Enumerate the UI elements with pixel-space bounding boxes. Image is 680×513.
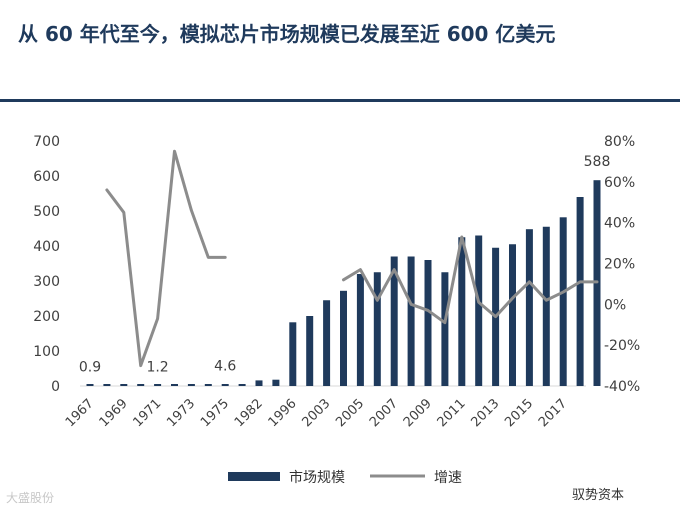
bar xyxy=(559,217,567,386)
growth-line xyxy=(342,235,599,325)
right-tick-label: 80% xyxy=(604,134,635,150)
bar xyxy=(390,256,398,386)
right-tick-label: -40% xyxy=(604,379,640,395)
data-label: 588 xyxy=(584,154,611,170)
right-axis: -40% -20% 0% 20% 40% 60% 80% xyxy=(604,134,640,395)
x-tick-label: 1982 xyxy=(232,396,266,430)
legend-bar-label: 市场规模 xyxy=(289,469,345,486)
left-tick-label: 300 xyxy=(33,274,60,290)
bar-series xyxy=(86,180,601,386)
bar xyxy=(475,235,483,386)
bar xyxy=(373,272,381,386)
bar xyxy=(120,384,128,386)
data-label: 4.6 xyxy=(214,358,236,374)
x-tick-label: 2015 xyxy=(502,396,536,430)
bar xyxy=(306,316,314,386)
growth-line xyxy=(105,149,227,368)
data-labels: 0.9 1.2 4.6 588 xyxy=(79,154,611,375)
line-series xyxy=(105,149,599,368)
watermark-right: 驭势资本 xyxy=(572,488,625,503)
left-tick-label: 400 xyxy=(33,239,60,255)
x-tick-label: 2011 xyxy=(435,396,469,430)
x-tick-label: 1975 xyxy=(198,396,232,430)
bar xyxy=(525,229,533,386)
x-tick-label: 1996 xyxy=(266,396,300,430)
bar xyxy=(356,274,364,386)
left-tick-label: 600 xyxy=(33,169,60,185)
x-tick-label: 2009 xyxy=(401,396,435,430)
legend-bar-swatch xyxy=(228,472,280,481)
right-tick-label: -20% xyxy=(604,338,640,354)
bar xyxy=(238,384,246,386)
data-label: 0.9 xyxy=(79,360,101,376)
bar xyxy=(187,384,195,386)
x-tick-label: 2017 xyxy=(536,396,570,430)
x-axis: 1967 1969 1971 1973 1975 1982 1996 2003 2005 2007… xyxy=(63,396,570,430)
left-axis: 0 100 200 300 400 500 600 700 xyxy=(33,134,60,395)
bar xyxy=(407,256,415,386)
bar xyxy=(340,290,347,386)
left-tick-label: 500 xyxy=(33,204,60,220)
bar xyxy=(441,272,449,386)
right-tick-label: 40% xyxy=(604,216,635,232)
bar xyxy=(137,384,145,386)
bar xyxy=(458,237,466,386)
x-tick-label: 2007 xyxy=(367,396,401,430)
bar xyxy=(509,244,516,386)
bar xyxy=(424,260,432,386)
bar xyxy=(289,322,297,386)
bar xyxy=(204,384,212,386)
bar xyxy=(255,380,263,386)
bar xyxy=(154,384,162,386)
data-label: 1.2 xyxy=(146,360,168,376)
bar xyxy=(272,379,280,386)
x-tick-label: 2003 xyxy=(299,396,333,430)
right-tick-label: 20% xyxy=(604,257,635,273)
bar xyxy=(103,384,111,386)
right-tick-label: 60% xyxy=(604,175,635,191)
left-tick-label: 0 xyxy=(51,379,60,395)
bar xyxy=(171,384,178,386)
x-tick-label: 1969 xyxy=(97,396,131,430)
watermark-left: 大盛股份 xyxy=(6,491,55,505)
right-tick-label: 0% xyxy=(604,297,626,313)
left-tick-label: 200 xyxy=(33,309,60,325)
title-divider xyxy=(0,99,680,102)
x-tick-label: 2013 xyxy=(468,396,502,430)
legend: 市场规模 增速 xyxy=(228,469,462,486)
bar xyxy=(542,226,550,386)
bar xyxy=(323,300,331,386)
bar xyxy=(86,384,94,386)
bar xyxy=(221,384,229,386)
x-tick-label: 1971 xyxy=(130,396,164,430)
chart-title: 从 60 年代至今，模拟芯片市场规模已发展至近 600 亿美元 xyxy=(18,22,556,46)
bar xyxy=(576,197,584,386)
left-tick-label: 100 xyxy=(33,344,60,360)
x-tick-label: 1973 xyxy=(164,396,198,430)
legend-line-label: 增速 xyxy=(434,470,462,486)
x-tick-label: 1967 xyxy=(63,396,97,430)
x-tick-label: 2005 xyxy=(333,396,367,430)
left-tick-label: 700 xyxy=(33,134,60,150)
